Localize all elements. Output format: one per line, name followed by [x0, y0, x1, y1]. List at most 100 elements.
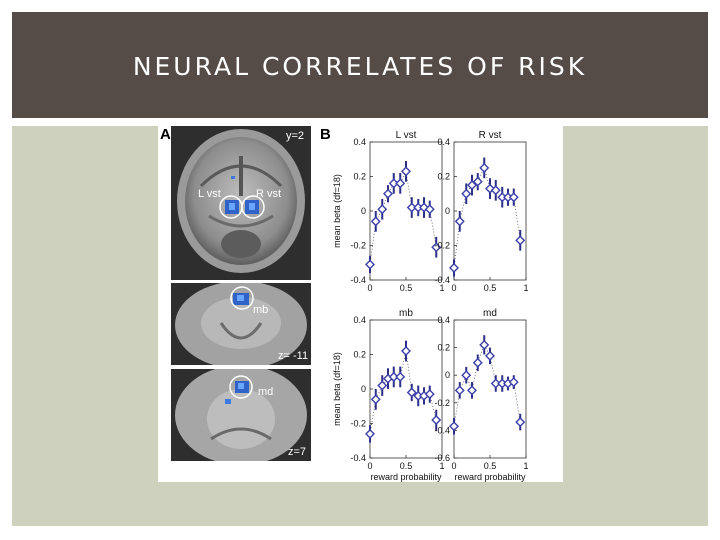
plot3-xtick-label: 0.5: [400, 461, 413, 471]
plot4-data-point: [490, 378, 501, 389]
plot2-frame: [453, 141, 527, 281]
plot4-title: md: [483, 308, 497, 319]
brain-label-md: md: [258, 386, 274, 398]
plot3-data-point: [431, 415, 442, 426]
panel-a-label: A: [160, 126, 171, 143]
plot2-title: R vst: [479, 130, 502, 141]
plot2-xtick-label: 0.5: [484, 283, 497, 293]
plot3-ytick-label: -0.2: [350, 419, 366, 429]
brain-label-mb: mb: [253, 304, 269, 316]
slide-title: NEURAL CORRELATES OF RISK: [132, 52, 588, 81]
brain-slice-coronal: [171, 126, 311, 280]
plot1-data-point: [365, 259, 375, 270]
plot2-data-point: [479, 162, 490, 173]
brain-image-axial-mb: [171, 283, 311, 365]
plot4-data-point: [449, 421, 459, 432]
plot2-ytick-label: 0.2: [437, 172, 450, 182]
plot3-data-point: [388, 371, 399, 382]
plot4-data-point: [472, 357, 483, 368]
plot3-ytick-label: 0.4: [353, 315, 366, 325]
plot4-ytick-label: 0: [445, 370, 450, 380]
plot2-data-point: [515, 235, 526, 246]
plot4-ytick-label: -0.2: [434, 398, 450, 408]
plot1-ytick-label: 0.4: [353, 137, 366, 147]
plot4-data-point: [485, 350, 495, 361]
plot3-xtick-label: 0: [367, 461, 372, 471]
plot3-ytick-label: -0.4: [350, 453, 366, 463]
plot1-ylabel: mean beta (df=18): [332, 174, 342, 248]
plot3-data-point: [377, 380, 388, 391]
plot3-data-point: [365, 428, 375, 439]
plot2-ytick-label: -0.4: [434, 275, 450, 285]
plot1-title: L vst: [396, 130, 417, 141]
plot3-data-point: [406, 387, 417, 398]
plot4-data-point: [515, 417, 526, 428]
plot2-xtick-label: 1: [523, 283, 528, 293]
brain-label-r-vst: R vst: [256, 188, 282, 200]
plot2-data-point: [508, 192, 519, 203]
brain-image-axial-md: [171, 369, 311, 461]
plot3-ytick-label: 0: [361, 384, 366, 394]
plot4-xlabel: reward probability: [454, 472, 526, 482]
slide-title-bar: NEURAL CORRELATES OF RISK: [12, 12, 708, 118]
plot2-data-point: [461, 188, 472, 199]
plot1-data-point: [424, 204, 435, 215]
plot4-xtick-label: 1: [523, 461, 528, 471]
plot4-data-point: [508, 377, 519, 388]
plot1-data-point: [377, 204, 388, 215]
plot1-data-point: [406, 202, 417, 213]
plot1-data-point: [431, 242, 442, 253]
brain-label-l-vst: L vst: [198, 188, 221, 200]
brain-slice-axial-mb: [171, 283, 311, 365]
plot3-ylabel: mean beta (df=18): [332, 352, 342, 426]
plot4-ytick-label: 0.2: [437, 343, 450, 353]
plot2-data-point: [449, 262, 459, 273]
brain-slice-axial-md: [171, 369, 311, 461]
plot4-data-point: [454, 385, 465, 396]
plot4-ytick-label: -0.4: [434, 425, 450, 435]
plot1-data-point: [395, 178, 406, 189]
plot1-ytick-label: 0: [361, 206, 366, 216]
plot3-data-point: [395, 371, 406, 382]
plot4-ytick-label: 0.4: [437, 315, 450, 325]
plot4-data-point: [467, 385, 477, 396]
plot3-data-point: [401, 346, 411, 357]
plot3-data-point: [370, 394, 381, 405]
plot3-data-point: [424, 389, 435, 400]
plot2-data-point: [467, 180, 477, 191]
plot2-ytick-label: 0.4: [437, 137, 450, 147]
plot2-xtick-label: 0: [451, 283, 456, 293]
brain-coord-z-11: z= -11: [278, 350, 309, 362]
panel-b-label: B: [320, 126, 331, 143]
plot1-xtick-label: 1: [439, 283, 444, 293]
plot1-xtick-label: 0: [367, 283, 372, 293]
plot3-ytick-label: 0.2: [353, 350, 366, 360]
plot2-ytick-label: 0: [445, 206, 450, 216]
plot1-data-point: [370, 216, 381, 227]
plot1-ytick-label: 0.2: [353, 172, 366, 182]
plot2-ytick-label: -0.2: [434, 241, 450, 251]
panel-b-charts: L vst 0.4 0.2 0 -0.2 -0.4 0 0.5 1 mean beta (df=1…: [320, 126, 563, 482]
plot4-data-point: [461, 370, 472, 381]
plot2-data-point: [454, 216, 465, 227]
plot4-frame: [453, 319, 527, 459]
plot1-data-point: [383, 188, 393, 199]
plot1-ytick-label: -0.4: [350, 275, 366, 285]
plot3-xtick-label: 1: [439, 461, 444, 471]
brain-coord-z7: z=7: [288, 446, 307, 458]
plot2-data-point: [490, 185, 501, 196]
plot4-xtick-label: 0.5: [484, 461, 497, 471]
brain-coord-y2: y=2: [286, 130, 305, 142]
plot1-xtick-label: 0.5: [400, 283, 413, 293]
plot4-xtick-label: 0: [451, 461, 456, 471]
plot4-ytick-label: -0.6: [434, 453, 450, 463]
plot4-data-point: [479, 339, 490, 350]
plot1-data-point: [401, 166, 411, 177]
plot1-ytick-label: -0.2: [350, 241, 366, 251]
plot1-data-point: [388, 178, 399, 189]
plot3-title: mb: [399, 308, 413, 319]
brain-image-coronal: [171, 126, 311, 280]
plot2-data-point: [472, 176, 483, 187]
plot3-xlabel: reward probability: [370, 472, 442, 482]
